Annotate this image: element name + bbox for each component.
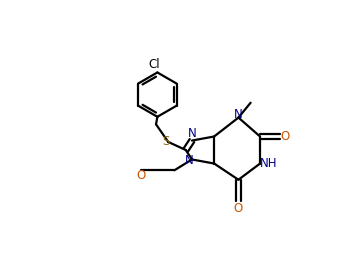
Text: O: O (136, 169, 145, 182)
Text: S: S (162, 135, 170, 149)
Text: N: N (188, 127, 196, 140)
Text: NH: NH (260, 157, 277, 170)
Text: N: N (234, 108, 243, 121)
Text: O: O (280, 130, 290, 143)
Text: O: O (234, 201, 243, 215)
Text: Cl: Cl (148, 58, 160, 71)
Text: N: N (185, 154, 194, 167)
